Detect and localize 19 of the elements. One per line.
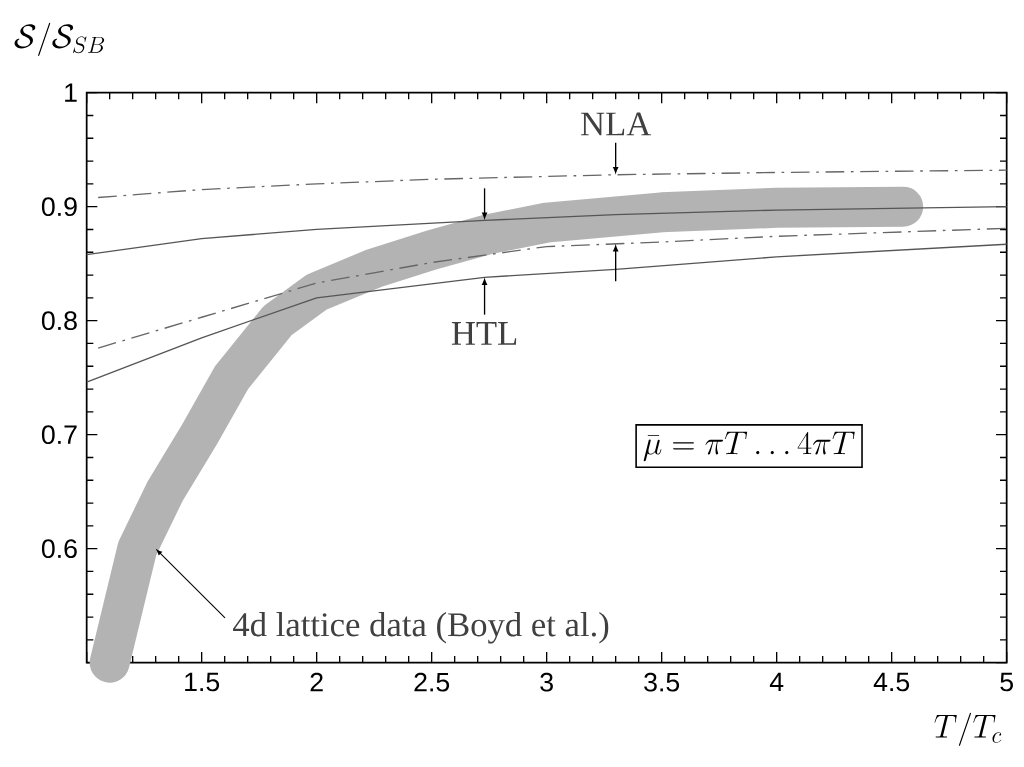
annotation: 4d lattice data (Boyd et al.): [233, 612, 609, 644]
y-tick-label: 0.6: [41, 539, 77, 559]
x-tick-label: 4: [769, 672, 784, 692]
y-tick-label: 0.8: [41, 311, 77, 331]
annotation: $\bar{\mu} = \pi T \ldots 4\pi T$: [643, 431, 855, 462]
y-tick-label: 0.9: [41, 197, 77, 217]
x-tick-label: 5: [1000, 672, 1013, 692]
x-tick-label: 3.5: [644, 672, 680, 692]
annotation: NLA: [581, 112, 652, 136]
x-tick-label: 2.5: [414, 672, 450, 692]
y-tick-label: 1: [65, 83, 77, 102]
annotation: HTL: [451, 322, 517, 345]
x-tick-label: 3: [540, 672, 553, 692]
x-tick-label: 2: [310, 672, 323, 692]
x-tick-label: 4.5: [873, 672, 910, 692]
x-axis-title: $T/T_c$: [934, 712, 1002, 746]
x-tick-label: 1.5: [185, 672, 220, 692]
y-tick-label: 0.7: [41, 425, 77, 445]
y-axis-title: $\mathcal{S}/\mathcal{S}_{SB}$: [14, 23, 105, 57]
